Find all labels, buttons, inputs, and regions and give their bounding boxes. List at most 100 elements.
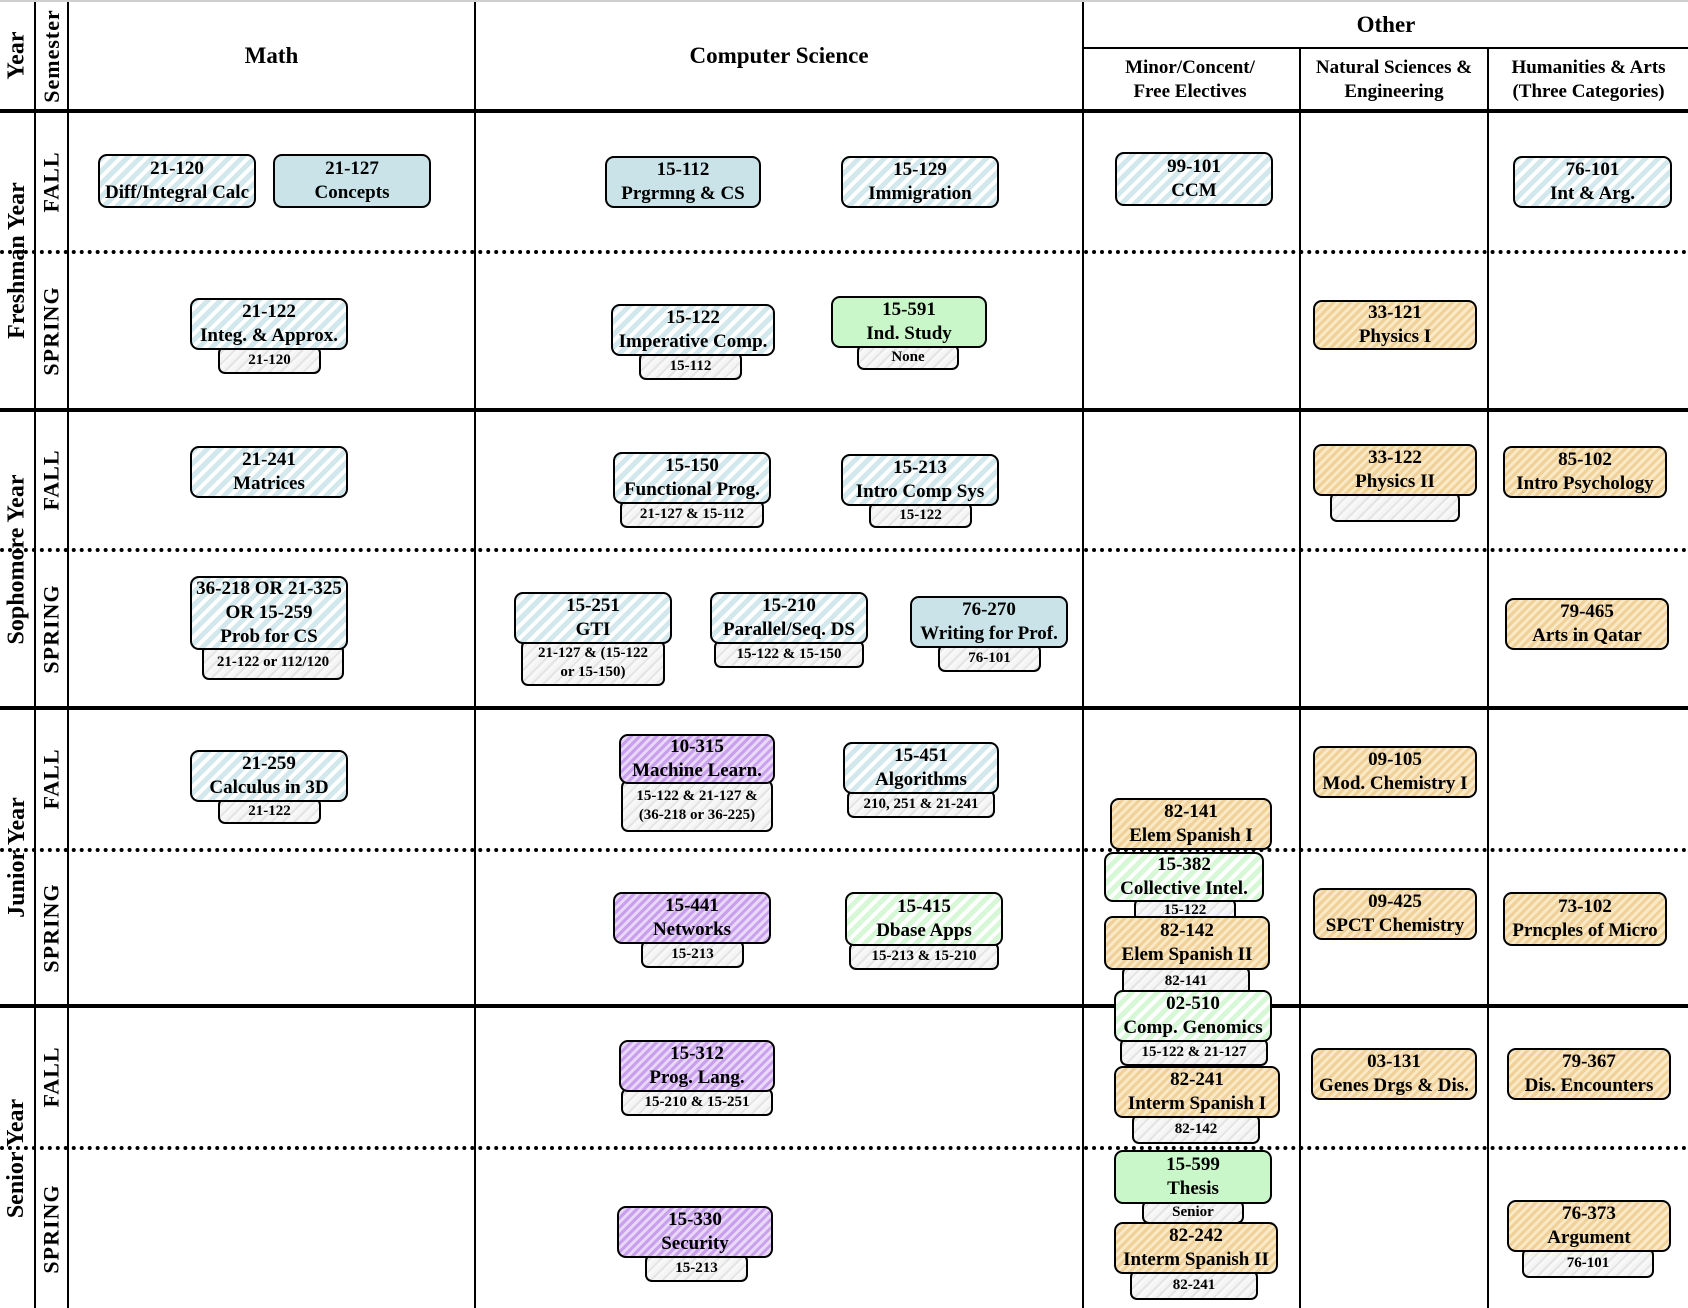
prereq-15-415: 15-213 & 15-210 bbox=[849, 942, 999, 970]
course-15-415[interactable]: 15-415 Dbase Apps bbox=[845, 892, 1003, 946]
course-79-465[interactable]: 79-465 Arts in Qatar bbox=[1505, 598, 1669, 650]
course-title: Collective Intel. bbox=[1120, 878, 1248, 899]
course-15-599[interactable]: 15-599 Thesis bbox=[1114, 1150, 1272, 1204]
course-82-142[interactable]: 82-142 Elem Spanish II bbox=[1104, 916, 1270, 970]
course-title: CCM bbox=[1171, 180, 1217, 201]
course-02-510[interactable]: 02-510 Comp. Genomics bbox=[1114, 990, 1272, 1042]
course-code: 02-510 bbox=[1166, 993, 1220, 1014]
freshman-year-rule bbox=[0, 408, 1688, 412]
course-code: 76-270 bbox=[962, 599, 1016, 620]
course-title: Intro Comp Sys bbox=[855, 481, 985, 502]
col-divider-semester bbox=[67, 2, 69, 1308]
course-title: Calculus in 3D bbox=[209, 777, 329, 798]
course-36-218[interactable]: 36-218 OR 21-325 OR 15-259 Prob for CS bbox=[190, 576, 348, 650]
course-21-120[interactable]: 21-120 Diff/Integral Calc bbox=[98, 154, 256, 208]
course-15-150[interactable]: 15-150 Functional Prog. bbox=[613, 452, 771, 504]
course-99-101[interactable]: 99-101 CCM bbox=[1115, 152, 1273, 206]
course-15-112[interactable]: 15-112 Prgrmng & CS bbox=[605, 156, 761, 208]
col-divider-natsci bbox=[1487, 48, 1489, 1308]
course-title: Dbase Apps bbox=[876, 920, 972, 941]
course-code: 21-241 bbox=[242, 449, 296, 470]
prereq-02-510: 15-122 & 21-127 bbox=[1120, 1038, 1268, 1066]
course-21-259[interactable]: 21-259 Calculus in 3D bbox=[190, 750, 348, 802]
freshman-semester-divider bbox=[0, 250, 1688, 254]
sophomore-spring-label: SPRING bbox=[38, 584, 64, 674]
course-title: Immigration bbox=[868, 183, 972, 204]
course-title: Elem Spanish I bbox=[1129, 825, 1253, 846]
course-code: 82-142 bbox=[1160, 920, 1214, 941]
course-82-141[interactable]: 82-141 Elem Spanish I bbox=[1110, 798, 1272, 850]
prereq-line-1: 21-127 & (15-122 bbox=[538, 645, 648, 661]
course-code: 15-122 bbox=[666, 307, 720, 328]
course-code: 21-259 bbox=[242, 753, 296, 774]
course-76-373[interactable]: 76-373 Argument bbox=[1507, 1200, 1671, 1252]
course-21-241[interactable]: 21-241 Matrices bbox=[190, 446, 348, 498]
prereq-76-270: 76-101 bbox=[938, 644, 1041, 672]
course-code: 15-312 bbox=[670, 1043, 724, 1064]
course-code: 99-101 bbox=[1167, 156, 1221, 177]
natsci-header: Natural Sciences & Engineering bbox=[1315, 56, 1473, 102]
prereq-76-373: 76-101 bbox=[1522, 1248, 1654, 1278]
other-header: Other bbox=[1356, 12, 1416, 37]
course-33-122[interactable]: 33-122 Physics II bbox=[1313, 444, 1477, 496]
course-title: Interm Spanish II bbox=[1123, 1249, 1269, 1270]
course-15-129[interactable]: 15-129 Immigration bbox=[841, 156, 999, 208]
course-code: 15-591 bbox=[882, 299, 936, 320]
course-title: Integ. & Approx. bbox=[200, 325, 338, 346]
course-code: 21-120 bbox=[150, 158, 204, 179]
course-code: 15-330 bbox=[668, 1209, 722, 1230]
course-82-242[interactable]: 82-242 Interm Spanish II bbox=[1114, 1222, 1278, 1274]
course-15-330[interactable]: 15-330 Security bbox=[617, 1206, 773, 1258]
course-code: 36-218 OR 21-325 bbox=[196, 578, 342, 599]
course-15-312[interactable]: 15-312 Prog. Lang. bbox=[619, 1040, 775, 1092]
course-15-251[interactable]: 15-251 GTI bbox=[514, 592, 672, 644]
course-code: 15-210 bbox=[762, 595, 816, 616]
course-15-210[interactable]: 15-210 Parallel/Seq. DS bbox=[710, 592, 868, 644]
course-73-102[interactable]: 73-102 Prncples of Micro bbox=[1503, 892, 1667, 946]
sophomore-year-label: Sophomore Year bbox=[3, 474, 30, 644]
prereq-15-441: 15-213 bbox=[641, 940, 744, 968]
course-title: Mod. Chemistry I bbox=[1322, 773, 1468, 794]
course-09-425[interactable]: 09-425 SPCT Chemistry bbox=[1313, 888, 1477, 940]
course-82-241[interactable]: 82-241 Interm Spanish I bbox=[1114, 1066, 1280, 1118]
prereq-21-259: 21-122 bbox=[218, 798, 321, 824]
course-10-315[interactable]: 10-315 Machine Learn. bbox=[619, 734, 775, 784]
course-76-101[interactable]: 76-101 Int & Arg. bbox=[1513, 156, 1672, 208]
course-85-102[interactable]: 85-102 Intro Psychology bbox=[1503, 446, 1667, 498]
prereq-line-2: (36-218 or 36-225) bbox=[638, 807, 756, 823]
course-title: Arts in Qatar bbox=[1532, 625, 1642, 646]
course-code: 76-101 bbox=[1565, 159, 1620, 180]
course-03-131[interactable]: 03-131 Genes Drgs & Dis. bbox=[1311, 1048, 1477, 1100]
senior-spring-label: SPRING bbox=[38, 1184, 64, 1274]
course-15-213[interactable]: 15-213 Intro Comp Sys bbox=[841, 454, 999, 506]
course-title: Matrices bbox=[233, 473, 305, 494]
course-code: 82-241 bbox=[1170, 1069, 1224, 1090]
col-divider-math bbox=[474, 2, 476, 1308]
course-15-122[interactable]: 15-122 Imperative Comp. bbox=[611, 304, 775, 356]
col-divider-minor bbox=[1299, 48, 1301, 1308]
course-33-121[interactable]: 33-121 Physics I bbox=[1313, 300, 1477, 350]
course-title: Int & Arg. bbox=[1550, 183, 1635, 204]
prereq-15-312: 15-210 & 15-251 bbox=[621, 1088, 773, 1116]
course-09-105[interactable]: 09-105 Mod. Chemistry I bbox=[1313, 746, 1477, 798]
year-header: Year bbox=[3, 31, 30, 80]
course-15-451[interactable]: 15-451 Algorithms bbox=[843, 742, 999, 794]
prereq-15-451: 210, 251 & 21-241 bbox=[847, 790, 995, 818]
course-title: Prncples of Micro bbox=[1512, 920, 1658, 941]
prereq-33-122 bbox=[1330, 492, 1460, 522]
course-code: 15-251 bbox=[566, 595, 620, 616]
course-title: GTI bbox=[575, 619, 611, 640]
course-15-591[interactable]: 15-591 Ind. Study bbox=[831, 296, 987, 348]
course-21-127[interactable]: 21-127 Concepts bbox=[273, 154, 431, 208]
course-15-382[interactable]: 15-382 Collective Intel. bbox=[1104, 852, 1264, 902]
prereq-10-315: 15-122 & 21-127 & (36-218 or 36-225) bbox=[621, 780, 773, 832]
prereq-line-2: or 15-150) bbox=[560, 664, 626, 680]
course-21-122[interactable]: 21-122 Integ. & Approx. bbox=[190, 298, 348, 350]
course-76-270[interactable]: 76-270 Writing for Prof. bbox=[910, 596, 1068, 648]
course-code: 85-102 bbox=[1558, 449, 1612, 470]
course-title: Machine Learn. bbox=[632, 760, 762, 781]
course-79-367[interactable]: 79-367 Dis. Encounters bbox=[1507, 1048, 1671, 1100]
course-code: 79-367 bbox=[1562, 1051, 1616, 1072]
course-15-441[interactable]: 15-441 Networks bbox=[613, 892, 771, 944]
junior-fall-label: FALL bbox=[38, 748, 64, 810]
